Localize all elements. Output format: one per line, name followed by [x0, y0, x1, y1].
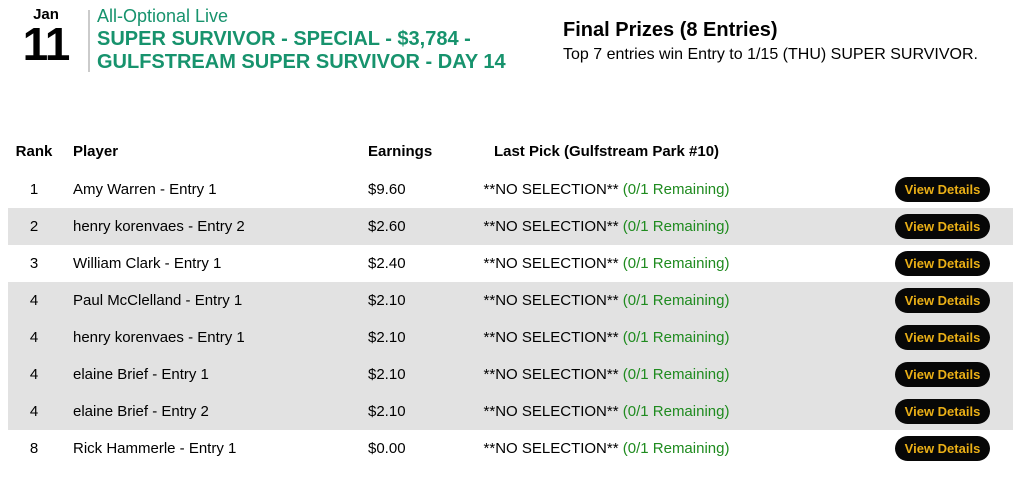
event-title-line2: GULFSTREAM SUPER SURVIVOR - DAY 14 — [97, 51, 506, 73]
leaderboard-row: 4 elaine Brief - Entry 2 $2.10 **NO SELE… — [8, 393, 1013, 430]
view-details-button[interactable]: View Details — [895, 251, 990, 276]
rank-column-header: Rank — [15, 143, 53, 160]
view-details-button[interactable]: View Details — [895, 399, 990, 424]
player-cell: elaine Brief - Entry 2 — [73, 403, 209, 420]
player-column-header: Player — [73, 143, 119, 160]
earnings-cell: $9.60 — [368, 181, 406, 198]
earnings-cell: $2.40 — [368, 255, 406, 272]
player-cell: henry korenvaes - Entry 1 — [73, 329, 245, 346]
player-cell: henry korenvaes - Entry 2 — [73, 218, 245, 235]
view-details-button[interactable]: View Details — [895, 177, 990, 202]
rank-cell: 8 — [29, 440, 39, 457]
final-prizes-heading: Final Prizes (8 Entries) — [563, 19, 778, 41]
action-cell: View Details — [745, 177, 1013, 202]
rank-cell: 4 — [29, 292, 39, 309]
last-pick-cell: **NO SELECTION** (0/1 Remaining) — [468, 366, 745, 383]
earnings-cell: $2.60 — [368, 218, 406, 235]
remaining-count-text: (0/1 Remaining) — [622, 440, 730, 457]
event-type-label: All-Optional Live — [97, 6, 229, 26]
remaining-count-text: (0/1 Remaining) — [622, 403, 730, 420]
last-pick-cell: **NO SELECTION** (0/1 Remaining) — [468, 255, 745, 272]
view-details-button[interactable]: View Details — [895, 362, 990, 387]
player-cell: William Clark - Entry 1 — [73, 255, 222, 272]
action-cell: View Details — [745, 214, 1013, 239]
remaining-count-text: (0/1 Remaining) — [622, 255, 730, 272]
player-cell: Rick Hammerle - Entry 1 — [73, 440, 237, 457]
earnings-cell: $2.10 — [368, 403, 406, 420]
remaining-count-text: (0/1 Remaining) — [622, 181, 730, 198]
last-pick-cell: **NO SELECTION** (0/1 Remaining) — [468, 440, 745, 457]
leaderboard-table: Rank Player Earnings Last Pick (Gulfstre… — [8, 132, 1013, 467]
header-divider — [88, 10, 90, 72]
action-cell: View Details — [745, 362, 1013, 387]
action-cell: View Details — [745, 251, 1013, 276]
remaining-count-text: (0/1 Remaining) — [622, 329, 730, 346]
view-details-button[interactable]: View Details — [895, 325, 990, 350]
rank-cell: 1 — [29, 181, 39, 198]
action-cell: View Details — [745, 436, 1013, 461]
view-details-button[interactable]: View Details — [895, 288, 990, 313]
event-day: 11 — [22, 18, 71, 70]
earnings-cell: $2.10 — [368, 292, 406, 309]
rank-cell: 4 — [29, 403, 39, 420]
last-pick-cell: **NO SELECTION** (0/1 Remaining) — [468, 329, 745, 346]
leaderboard-row: 4 henry korenvaes - Entry 1 $2.10 **NO S… — [8, 319, 1013, 356]
no-selection-text: **NO SELECTION** — [483, 440, 619, 457]
player-cell: Paul McClelland - Entry 1 — [73, 292, 243, 309]
player-cell: Amy Warren - Entry 1 — [73, 181, 217, 198]
remaining-count-text: (0/1 Remaining) — [622, 292, 730, 309]
view-details-button[interactable]: View Details — [895, 214, 990, 239]
rank-cell: 4 — [29, 329, 39, 346]
leaderboard-row: 4 elaine Brief - Entry 1 $2.10 **NO SELE… — [8, 356, 1013, 393]
event-month: Jan — [33, 6, 59, 23]
no-selection-text: **NO SELECTION** — [483, 292, 619, 309]
event-date-badge: Jan 11 — [14, 6, 78, 70]
no-selection-text: **NO SELECTION** — [483, 366, 619, 383]
event-title-line1: SUPER SURVIVOR - SPECIAL - $3,784 - — [97, 28, 471, 50]
last-pick-cell: **NO SELECTION** (0/1 Remaining) — [468, 292, 745, 309]
rank-cell: 3 — [29, 255, 39, 272]
action-cell: View Details — [745, 288, 1013, 313]
last-pick-cell: **NO SELECTION** (0/1 Remaining) — [468, 181, 745, 198]
event-header: All-Optional Live SUPER SURVIVOR - SPECI… — [97, 5, 506, 74]
leaderboard-row: 3 William Clark - Entry 1 $2.40 **NO SEL… — [8, 245, 1013, 282]
action-cell: View Details — [745, 325, 1013, 350]
earnings-cell: $0.00 — [368, 440, 406, 457]
last-pick-column-header: Last Pick (Gulfstream Park #10) — [493, 143, 720, 160]
no-selection-text: **NO SELECTION** — [483, 181, 619, 198]
leaderboard-rows: 1 Amy Warren - Entry 1 $9.60 **NO SELECT… — [8, 171, 1013, 467]
rank-cell: 4 — [29, 366, 39, 383]
view-details-button[interactable]: View Details — [895, 436, 990, 461]
action-cell: View Details — [745, 399, 1013, 424]
no-selection-text: **NO SELECTION** — [483, 403, 619, 420]
no-selection-text: **NO SELECTION** — [483, 218, 619, 235]
final-prizes-description: Top 7 entries win Entry to 1/15 (THU) SU… — [563, 46, 978, 63]
final-prizes-block: Final Prizes (8 Entries) Top 7 entries w… — [563, 19, 978, 64]
leaderboard-row: 2 henry korenvaes - Entry 2 $2.60 **NO S… — [8, 208, 1013, 245]
leaderboard-header-row: Rank Player Earnings Last Pick (Gulfstre… — [8, 132, 1013, 171]
leaderboard-row: 4 Paul McClelland - Entry 1 $2.10 **NO S… — [8, 282, 1013, 319]
rank-cell: 2 — [29, 218, 39, 235]
no-selection-text: **NO SELECTION** — [483, 329, 619, 346]
remaining-count-text: (0/1 Remaining) — [622, 366, 730, 383]
last-pick-cell: **NO SELECTION** (0/1 Remaining) — [468, 403, 745, 420]
last-pick-cell: **NO SELECTION** (0/1 Remaining) — [468, 218, 745, 235]
earnings-cell: $2.10 — [368, 329, 406, 346]
no-selection-text: **NO SELECTION** — [483, 255, 619, 272]
earnings-column-header: Earnings — [368, 143, 433, 160]
remaining-count-text: (0/1 Remaining) — [622, 218, 730, 235]
player-cell: elaine Brief - Entry 1 — [73, 366, 209, 383]
leaderboard-row: 8 Rick Hammerle - Entry 1 $0.00 **NO SEL… — [8, 430, 1013, 467]
leaderboard-row: 1 Amy Warren - Entry 1 $9.60 **NO SELECT… — [8, 171, 1013, 208]
earnings-cell: $2.10 — [368, 366, 406, 383]
